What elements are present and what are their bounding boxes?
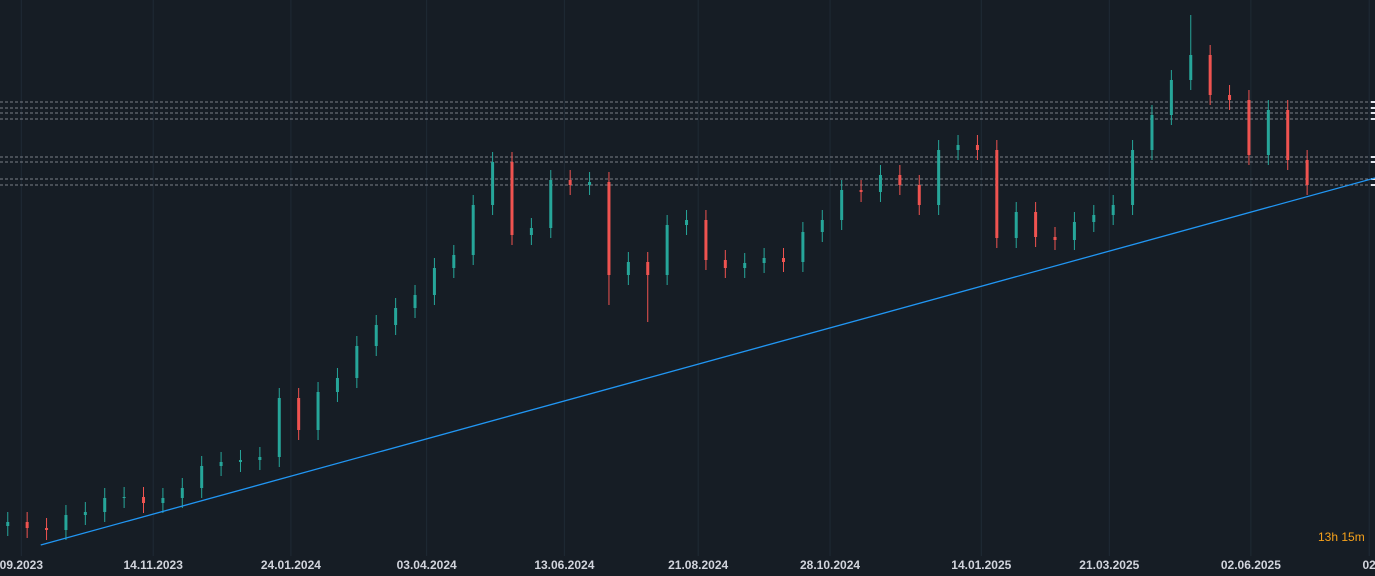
candle-body: [180, 488, 184, 498]
candle-body: [607, 182, 611, 275]
x-tick-label: 21.03.2025: [1079, 558, 1139, 572]
candle-body: [1014, 212, 1018, 238]
candle-body: [45, 528, 49, 530]
candle-body: [917, 185, 921, 205]
candle-body: [704, 220, 708, 260]
candle-body: [820, 220, 824, 232]
candle-body: [626, 262, 630, 275]
candle-body: [1266, 110, 1270, 155]
candle-body: [316, 392, 320, 430]
candle-body: [297, 398, 301, 430]
candle-body: [743, 263, 747, 268]
x-tick-label: 24.01.2024: [261, 558, 321, 572]
candle-body: [374, 325, 378, 346]
candle-body: [549, 180, 553, 228]
candle-body: [413, 295, 417, 308]
candle-body: [1247, 100, 1251, 155]
candle-body: [646, 262, 650, 275]
candle-body: [529, 228, 533, 235]
candle-body: [1286, 110, 1290, 160]
candle-body: [859, 190, 863, 192]
candle-body: [83, 512, 87, 515]
candle-body: [995, 150, 999, 238]
x-tick-label: 02: [1363, 558, 1375, 572]
candle-body: [975, 145, 979, 150]
x-tick-label: 21.08.2024: [668, 558, 728, 572]
candle-body: [452, 255, 456, 268]
x-tick-label: 09.2023: [0, 558, 43, 572]
candle-body: [801, 232, 805, 262]
candle-body: [471, 205, 475, 255]
candle-body: [1072, 222, 1076, 240]
candle-body: [394, 308, 398, 325]
countdown: 13h 15m: [1318, 530, 1365, 544]
candle-body: [161, 498, 165, 503]
candle-body: [685, 220, 689, 225]
candle-body: [1169, 80, 1173, 115]
candle-body: [937, 150, 941, 205]
candle-body: [142, 497, 146, 503]
levels: [0, 101, 1375, 186]
candle-body: [956, 145, 960, 150]
x-tick-label: 13.06.2024: [534, 558, 594, 572]
candle-body: [1228, 95, 1232, 100]
candle-body: [258, 457, 262, 460]
grid: [20, 0, 1370, 556]
candle-body: [1131, 150, 1135, 205]
candle-body: [665, 225, 669, 275]
trend-line: [40, 177, 1375, 546]
x-tick-label: 14.01.2025: [951, 558, 1011, 572]
x-tick-label: 14.11.2023: [124, 558, 184, 572]
candle-body: [762, 258, 766, 263]
candle-body: [1150, 115, 1154, 150]
candle-body: [238, 460, 242, 462]
candle-body: [1208, 55, 1212, 95]
candle-body: [878, 175, 882, 192]
candle-body: [25, 522, 29, 528]
candle-body: [781, 258, 785, 262]
candle-body: [898, 175, 902, 185]
x-tick-label: 28.10.2024: [800, 558, 860, 572]
candle-body: [1034, 212, 1038, 237]
candle-body: [335, 378, 339, 392]
candle-body: [510, 162, 514, 235]
candle-body: [219, 462, 223, 466]
x-tick-label: 03.04.2024: [397, 558, 457, 572]
candle-body: [491, 162, 495, 205]
candle-body: [103, 498, 107, 512]
candle-body: [723, 260, 727, 268]
candle-body: [1189, 55, 1193, 80]
candle-body: [64, 515, 68, 530]
labels: 09.2023 14.11.2023 24.01.2024 03.04.2024 13.…: [0, 558, 1375, 572]
candle-body: [840, 190, 844, 220]
candle-body: [1092, 215, 1096, 222]
bars: [6, 15, 1375, 546]
candle-body: [1053, 237, 1057, 240]
candle-body: [6, 522, 10, 526]
candle-body: [122, 497, 126, 498]
candle-body: [355, 346, 359, 378]
candle-body: [568, 180, 572, 185]
x-tick-label: 02.06.2025: [1221, 558, 1281, 572]
candle-body: [277, 398, 281, 457]
candle-body: [588, 182, 592, 185]
candle-body: [432, 268, 436, 295]
candle-body: [1111, 205, 1115, 215]
candle-body: [1305, 160, 1309, 185]
candle-body: [200, 466, 204, 488]
